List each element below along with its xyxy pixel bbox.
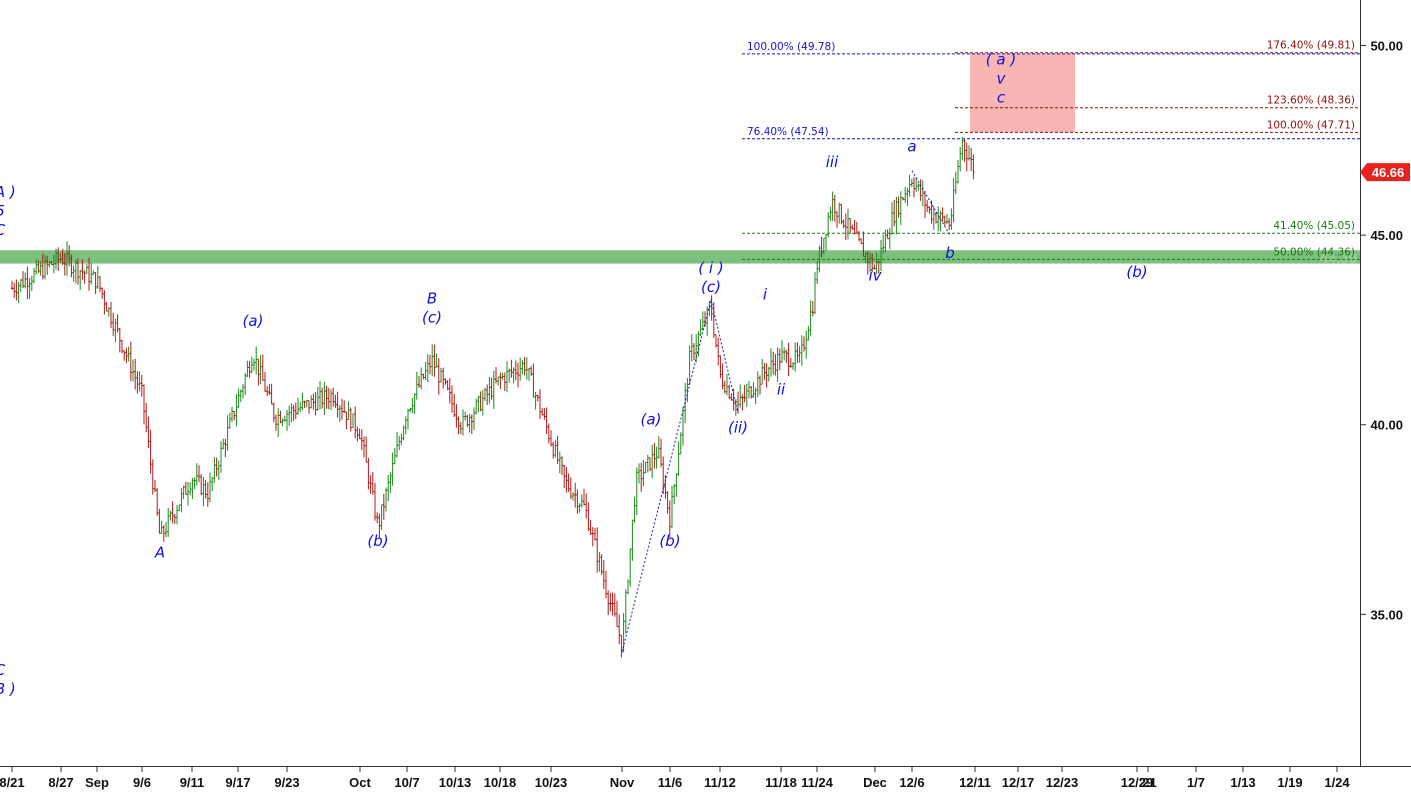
x-axis: 8/21 8/27 Sep 9/6 9/11 9/17 9/23 Oct 10/7 10/13 10… (0, 766, 1350, 790)
x-tick-label-22: 12/29 (1121, 775, 1154, 790)
wave-label-9: ( B ) (0, 680, 16, 698)
x-tick-label-10: 10/18 (484, 775, 517, 790)
x-tick-label-11: 10/23 (535, 775, 568, 790)
wave-label-5: (b) (367, 532, 388, 550)
plot-background (0, 0, 1360, 766)
x-tick-label-19: 12/11 (959, 775, 991, 790)
wave-label-2: C (0, 221, 6, 239)
wave-label-13: (c) (701, 278, 721, 296)
support-zone (0, 250, 1360, 264)
wave-label-20: b (945, 244, 955, 262)
wave-labels-layer: ( A )5CA(a)(b)B(c)C( B )(a)(b)( i )(c)(i… (0, 50, 1148, 697)
wave-label-8: C (0, 661, 6, 679)
x-tick-label-15: 11/18 (765, 775, 797, 790)
last-price-tag: 46.66 (1360, 163, 1410, 182)
candles-layer (10, 137, 975, 658)
x-tick-label-1: 8/27 (48, 775, 73, 790)
y-tick-label-2: 45.00 (1370, 228, 1403, 243)
x-tick-label-9: 10/13 (439, 775, 472, 790)
wave-label-14: (ii) (728, 418, 748, 436)
wave-label-17: iii (826, 153, 839, 171)
x-tick-label-8: 10/7 (394, 775, 419, 790)
wave-label-15: i (763, 286, 768, 304)
wave-label-4: (a) (243, 312, 264, 330)
x-tick-label-5: 9/17 (225, 775, 250, 790)
last-price-badge (1360, 163, 1410, 182)
x-tick-label-24: 1/7 (1187, 775, 1205, 790)
wave-label-21: ( a ) (986, 50, 1016, 68)
wave-label-23: c (997, 88, 1006, 106)
y-axis: 35.00 40.00 45.00 50.00 (1360, 39, 1403, 622)
support-zone-label: 44.39 (1319, 250, 1357, 267)
x-tick-label-2: Sep (85, 775, 109, 790)
x-tick-label-14: 11/12 (704, 775, 736, 790)
x-tick-label-13: 11/6 (658, 775, 683, 790)
x-tick-label-23: '21 (1139, 775, 1157, 790)
x-tick-label-12: Nov (610, 775, 635, 790)
wave-label-22: v (997, 69, 1007, 87)
x-tick-label-26: 1/19 (1277, 775, 1302, 790)
wave-label-10: (a) (641, 411, 662, 429)
fib-label-6: 50.00% (44.36) (1273, 246, 1355, 258)
wave-label-24: (b) (1126, 263, 1147, 281)
wave-label-16: ii (777, 380, 786, 398)
wave-label-19: a (907, 138, 916, 156)
x-tick-label-6: 9/23 (274, 775, 299, 790)
wave-label-3: A (154, 543, 165, 561)
x-tick-label-20: 12/17 (1002, 775, 1035, 790)
y-tick-label-0: 35.00 (1370, 607, 1403, 622)
x-tick-label-0: 8/21 (0, 775, 25, 790)
zones-layer: 44.39 (0, 53, 1360, 267)
wave-label-6: B (427, 289, 437, 307)
fib-levels-layer: 100.00% (49.78) 76.40% (47.54) 176.40% (49… (742, 40, 1360, 260)
x-tick-label-18: 12/6 (899, 775, 924, 790)
x-tick-label-25: 1/13 (1230, 775, 1255, 790)
x-tick-label-7: Oct (349, 775, 371, 790)
wave-link-0 (621, 299, 712, 653)
fib-label-2: 176.40% (49.81) (1267, 40, 1355, 52)
wave-label-18: iv (868, 267, 882, 285)
fib-label-4: 100.00% (47.71) (1267, 119, 1355, 131)
wave-label-12: ( i ) (698, 259, 723, 277)
x-tick-label-21: 12/23 (1046, 775, 1079, 790)
fib-label-0: 100.00% (49.78) (747, 41, 835, 53)
wave-link-2 (911, 170, 951, 236)
wave-label-1: 5 (0, 202, 5, 220)
x-tick-label-16: 11/24 (801, 775, 834, 790)
y-tick-label-1: 40.00 (1370, 418, 1403, 433)
target-zone (970, 53, 1075, 133)
fib-label-5: 41.40% (45.05) (1273, 220, 1355, 232)
wave-label-0: ( A ) (0, 183, 16, 201)
wave-lines-layer (621, 170, 951, 653)
wave-label-11: (b) (659, 532, 680, 550)
y-tick-label-3: 50.00 (1370, 39, 1403, 54)
wave-link-1 (710, 299, 739, 414)
fib-label-3: 123.60% (48.36) (1267, 95, 1355, 107)
x-tick-label-27: 1/24 (1324, 775, 1350, 790)
x-tick-label-4: 9/11 (180, 775, 205, 790)
wave-label-7: (c) (422, 308, 442, 326)
fib-label-1: 76.40% (47.54) (747, 126, 829, 138)
x-tick-label-3: 9/6 (133, 775, 151, 790)
last-price-label: 46.66 (1372, 165, 1405, 180)
x-tick-label-17: Dec (863, 775, 887, 790)
